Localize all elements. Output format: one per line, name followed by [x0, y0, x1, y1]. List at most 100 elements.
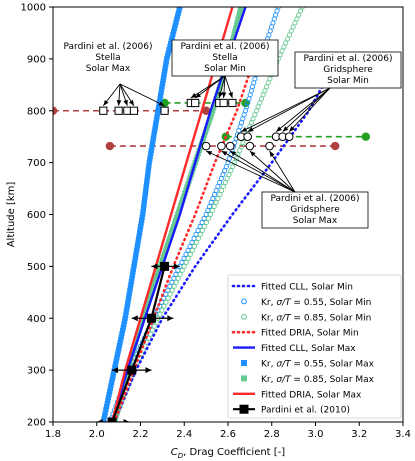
series-point: [116, 343, 122, 349]
series-point: [214, 92, 220, 99]
series-point: [199, 227, 205, 234]
series-point: [143, 306, 149, 312]
annotation-arrow: [275, 87, 331, 133]
series-point: [209, 111, 215, 117]
annotation-arrow: [249, 150, 296, 193]
series-point: [167, 233, 174, 239]
stella-solar-min-marker: [228, 98, 237, 108]
series-point: [208, 114, 214, 120]
series-point: [193, 239, 199, 245]
series-point: [290, 24, 296, 30]
x-tick-label: 2.0: [89, 429, 105, 440]
series-point: [142, 193, 148, 199]
series-point: [213, 199, 219, 206]
series-point: [156, 98, 163, 105]
series-point: [149, 288, 155, 294]
series-point: [215, 195, 221, 202]
series-point: [125, 297, 131, 303]
series-point: [122, 315, 128, 321]
series-point: [288, 28, 294, 34]
series-point: [128, 282, 134, 288]
series-point: [226, 172, 232, 178]
series-point: [211, 203, 217, 210]
series-point: [142, 190, 148, 196]
annotation-text: Stella: [212, 53, 237, 63]
series-point: [207, 211, 214, 218]
series-point: [179, 259, 185, 265]
arrow-head: [230, 151, 237, 156]
series-point: [135, 330, 141, 337]
annotation-text: Pardini et al. (2006): [181, 42, 270, 52]
series-point: [125, 300, 131, 306]
series-point: [202, 129, 209, 135]
series-point: [230, 164, 236, 170]
series-point: [169, 34, 175, 41]
series-point: [201, 215, 207, 222]
axes: 1.8 2.0 2.2 2.4 2.6 2.8 3.0 3.2 3.4 200 300 400 500 6…: [6, 3, 411, 461]
series-point: [174, 16, 180, 22]
series-point: [131, 260, 138, 266]
series-point: [124, 306, 130, 312]
series-point: [168, 37, 174, 44]
series-point: [171, 25, 178, 31]
series-point: [206, 117, 213, 123]
series-point: [147, 153, 153, 160]
series-point: [134, 245, 140, 251]
series-point: [199, 219, 205, 226]
series-point: [170, 31, 176, 38]
series-point: [133, 248, 140, 254]
series-point: [237, 7, 243, 13]
series-point: [109, 379, 115, 385]
series-point: [130, 269, 136, 276]
legend-box: [227, 274, 402, 419]
series-point: [294, 16, 300, 22]
series-point: [145, 300, 151, 306]
series-point: [162, 65, 168, 71]
series-point: [233, 22, 240, 28]
series-point: [121, 318, 128, 324]
arrow-head: [128, 99, 134, 106]
arrow-head: [195, 92, 202, 98]
errorbar-cap: [123, 419, 130, 422]
series-point: [131, 263, 137, 269]
series-point: [143, 187, 149, 193]
series-point: [151, 129, 157, 135]
series-point: [219, 188, 225, 194]
series-point: [167, 44, 173, 50]
series-point: [299, 7, 305, 10]
series-point: [201, 223, 207, 230]
pardini2010-marker: [160, 261, 170, 271]
series-point: [224, 176, 230, 182]
series-point: [195, 227, 201, 234]
y-tick-label: 200: [27, 418, 46, 429]
series-point: [153, 275, 159, 282]
series-point: [215, 89, 221, 96]
series-point: [296, 12, 302, 18]
series-point: [167, 291, 173, 297]
series-point: [135, 239, 141, 245]
series-point: [159, 257, 165, 263]
annotation-text: Gridsphere: [323, 65, 373, 75]
x-tick-label: 3.4: [395, 429, 411, 440]
series-point: [150, 135, 156, 141]
y-axis-label: Altitude [km]: [6, 182, 17, 248]
annotation-text: Stella: [95, 53, 120, 63]
legend-label: Kr, σ/T = 0.85, Solar Min: [261, 313, 371, 323]
series-point: [171, 275, 177, 281]
series-point: [109, 376, 115, 382]
series-point: [133, 337, 139, 343]
series-point: [232, 28, 238, 35]
series-point: [169, 279, 175, 285]
series-point: [145, 172, 151, 178]
series-point: [220, 184, 227, 190]
series-point: [189, 247, 195, 253]
gridsphere-solar-min-marker: [243, 132, 252, 141]
stella-solar-max-marker: [99, 106, 108, 115]
series-point: [165, 50, 171, 56]
series-point: [283, 40, 289, 46]
series-point: [141, 202, 147, 208]
series-point: [143, 184, 149, 190]
series-point: [126, 294, 132, 300]
annotation-text: Pardini et al. (2006): [64, 42, 153, 52]
